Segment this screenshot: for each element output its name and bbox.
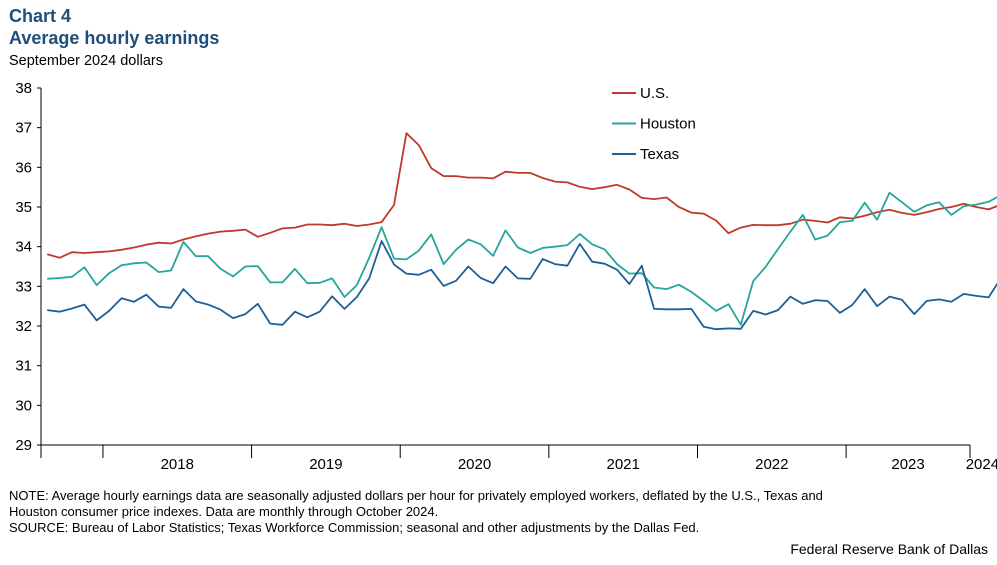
x-tick-label-2020: 2020 [458,456,491,473]
y-axis-unit-label: September 2024 dollars [9,53,163,69]
y-tick-label-31: 31 [15,358,32,375]
y-tick-label-34: 34 [15,239,32,256]
y-tick-label-29: 29 [15,437,32,454]
x-tick-label-2022: 2022 [755,456,788,473]
x-tick-label-2024: 2024 [966,456,997,473]
x-tick-label-2021: 2021 [606,456,639,473]
y-tick-label-36: 36 [15,159,32,176]
legend-label-texas: Texas [640,146,679,163]
chart-title-block: Chart 4 Average hourly earnings [9,5,219,49]
x-tick-label-2018: 2018 [161,456,194,473]
credit-line: Federal Reserve Bank of Dallas [790,541,988,557]
x-tick-label-2019: 2019 [309,456,342,473]
chart-title: Average hourly earnings [9,28,220,48]
source-line: SOURCE: Bureau of Labor Statistics; Texa… [9,520,700,535]
note-line-2: Houston consumer price indexes. Data are… [9,504,439,519]
y-tick-label-37: 37 [15,120,32,137]
y-tick-label-33: 33 [15,278,32,295]
y-tick-label-32: 32 [15,318,32,335]
series-line-houston [47,191,997,326]
legend-label-us: U.S. [640,85,669,102]
chart-number: Chart 4 [9,6,72,26]
y-tick-label-30: 30 [15,397,32,414]
chart-notes: NOTE: Average hourly earnings data are s… [9,488,984,536]
note-line-1: NOTE: Average hourly earnings data are s… [9,488,823,503]
legend-label-houston: Houston [640,116,696,133]
series-line-texas [47,240,997,331]
y-tick-label-38: 38 [15,80,32,97]
y-tick-label-35: 35 [15,199,32,216]
series-line-us [46,132,997,259]
x-tick-label-2023: 2023 [891,456,924,473]
